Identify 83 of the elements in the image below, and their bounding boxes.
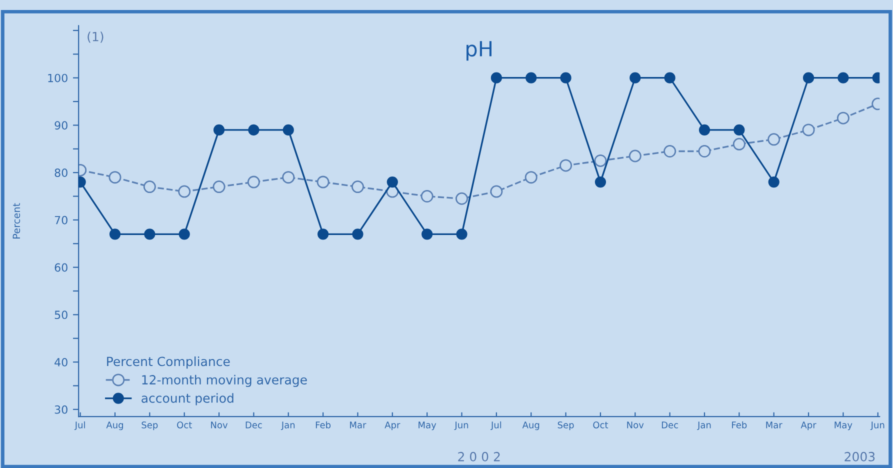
x-tick-label: Jun (870, 422, 884, 430)
x-tick-label: May (418, 422, 436, 430)
point (836, 112, 850, 124)
legend-label: account period (142, 393, 234, 406)
x-tick-label: Jul (490, 421, 502, 430)
point (628, 150, 642, 162)
x-tick-label: Feb (316, 421, 331, 428)
x-tick-label: May (834, 422, 852, 430)
y-tick-label: 90 (54, 121, 68, 130)
point (213, 124, 225, 136)
y-tick-label: 50 (54, 310, 68, 320)
point (386, 176, 398, 188)
point (456, 228, 468, 240)
text: 2 0 0 2 (458, 452, 500, 462)
point (560, 72, 572, 84)
point (282, 171, 295, 184)
x-tick-label: Oct (177, 422, 192, 428)
point (732, 138, 746, 150)
annotation: (1) (88, 32, 104, 43)
point (838, 72, 849, 84)
point (248, 124, 260, 136)
point (524, 171, 538, 184)
point (108, 171, 122, 184)
point (768, 176, 780, 188)
point (560, 159, 572, 172)
x-tick-label: Sep (558, 422, 574, 430)
point (664, 145, 676, 158)
point (212, 180, 226, 194)
point (698, 145, 711, 158)
x-tick-label: Jul (74, 421, 85, 430)
text: 2003 (844, 452, 875, 462)
x-tick-label: Mar (766, 422, 782, 428)
point (143, 180, 156, 194)
point (352, 228, 364, 240)
y-tick-label: 80 (54, 168, 68, 177)
y-tick-label: 40 (54, 358, 68, 366)
x-tick-label: Aug (522, 422, 540, 430)
x-tick-label: Oct (593, 422, 608, 428)
y-tick-label: 70 (54, 216, 68, 224)
x-tick-label: Mar (350, 422, 366, 428)
y-tick-label: 60 (54, 263, 68, 272)
y-axis-title: Percent (12, 203, 20, 238)
point (420, 190, 434, 203)
point (109, 228, 121, 240)
x-tick-label: Nov (627, 422, 644, 428)
x-tick-label: Jan (697, 422, 711, 430)
point (594, 176, 606, 188)
x-tick-label: Jun (454, 422, 468, 430)
point (247, 176, 260, 188)
point (178, 228, 190, 240)
point (802, 124, 815, 136)
x-tick-label: Sep (142, 422, 158, 430)
point (316, 176, 330, 188)
x-tick-label: Apr (800, 422, 816, 430)
point (351, 180, 364, 194)
point (698, 124, 710, 136)
point (144, 228, 156, 240)
point (594, 154, 607, 167)
x-tick-label: Feb (732, 421, 747, 428)
x-tick-label: Jan (280, 422, 295, 430)
x-tick-label: Aug (106, 422, 123, 430)
point (178, 185, 191, 198)
y-tick-label: 100 (48, 74, 68, 82)
point (490, 185, 503, 198)
point (317, 228, 329, 240)
point (630, 72, 641, 84)
point (490, 72, 502, 84)
y-tick-label: 30 (54, 405, 68, 414)
x-tick-label: Apr (384, 422, 400, 430)
point (422, 228, 433, 240)
text: pH (466, 41, 492, 61)
x-tick-label: Dec (246, 422, 262, 428)
legend-label: 12-month moving average (142, 374, 307, 387)
point (802, 72, 814, 84)
point (664, 72, 676, 84)
point (734, 124, 745, 136)
x-tick-label: Nov (211, 422, 228, 428)
point (282, 124, 294, 136)
legend-title: Percent Compliance (107, 356, 230, 369)
x-tick-label: Dec (662, 422, 678, 428)
point (526, 72, 537, 84)
point (768, 133, 780, 146)
point (456, 192, 468, 205)
